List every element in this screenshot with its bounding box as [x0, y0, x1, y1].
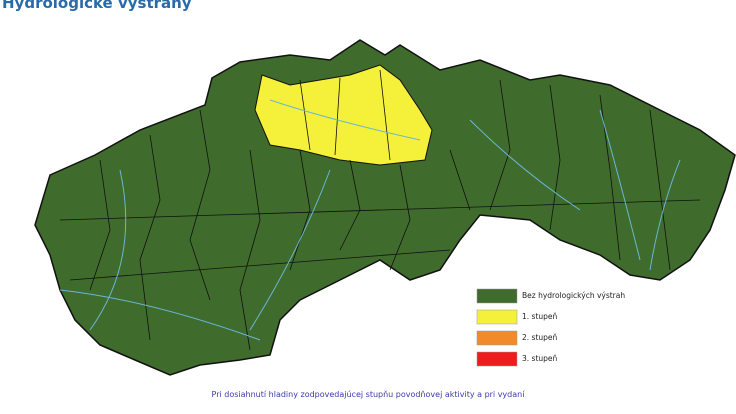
legend-label: 1. stupeň — [522, 312, 558, 321]
legend-label: 3. stupeň — [522, 354, 558, 363]
legend-swatch — [476, 330, 518, 346]
legend-label: 2. stupeň — [522, 333, 558, 342]
map — [34, 39, 736, 376]
district-borders — [59, 69, 701, 351]
page-title: Hydrologické výstrahy — [2, 0, 192, 12]
legend-label: Bez hydrologických výstrah — [522, 291, 625, 300]
legend: Bez hydrologických výstrah 1. stupeň 2. st… — [476, 288, 625, 367]
legend-swatch — [476, 351, 518, 367]
footer-note: Pri dosiahnutí hladiny zodpovedajúcej st… — [212, 389, 526, 399]
legend-swatch — [476, 309, 518, 325]
legend-swatch — [476, 288, 518, 304]
country-outline — [34, 39, 736, 376]
rivers — [59, 99, 681, 341]
